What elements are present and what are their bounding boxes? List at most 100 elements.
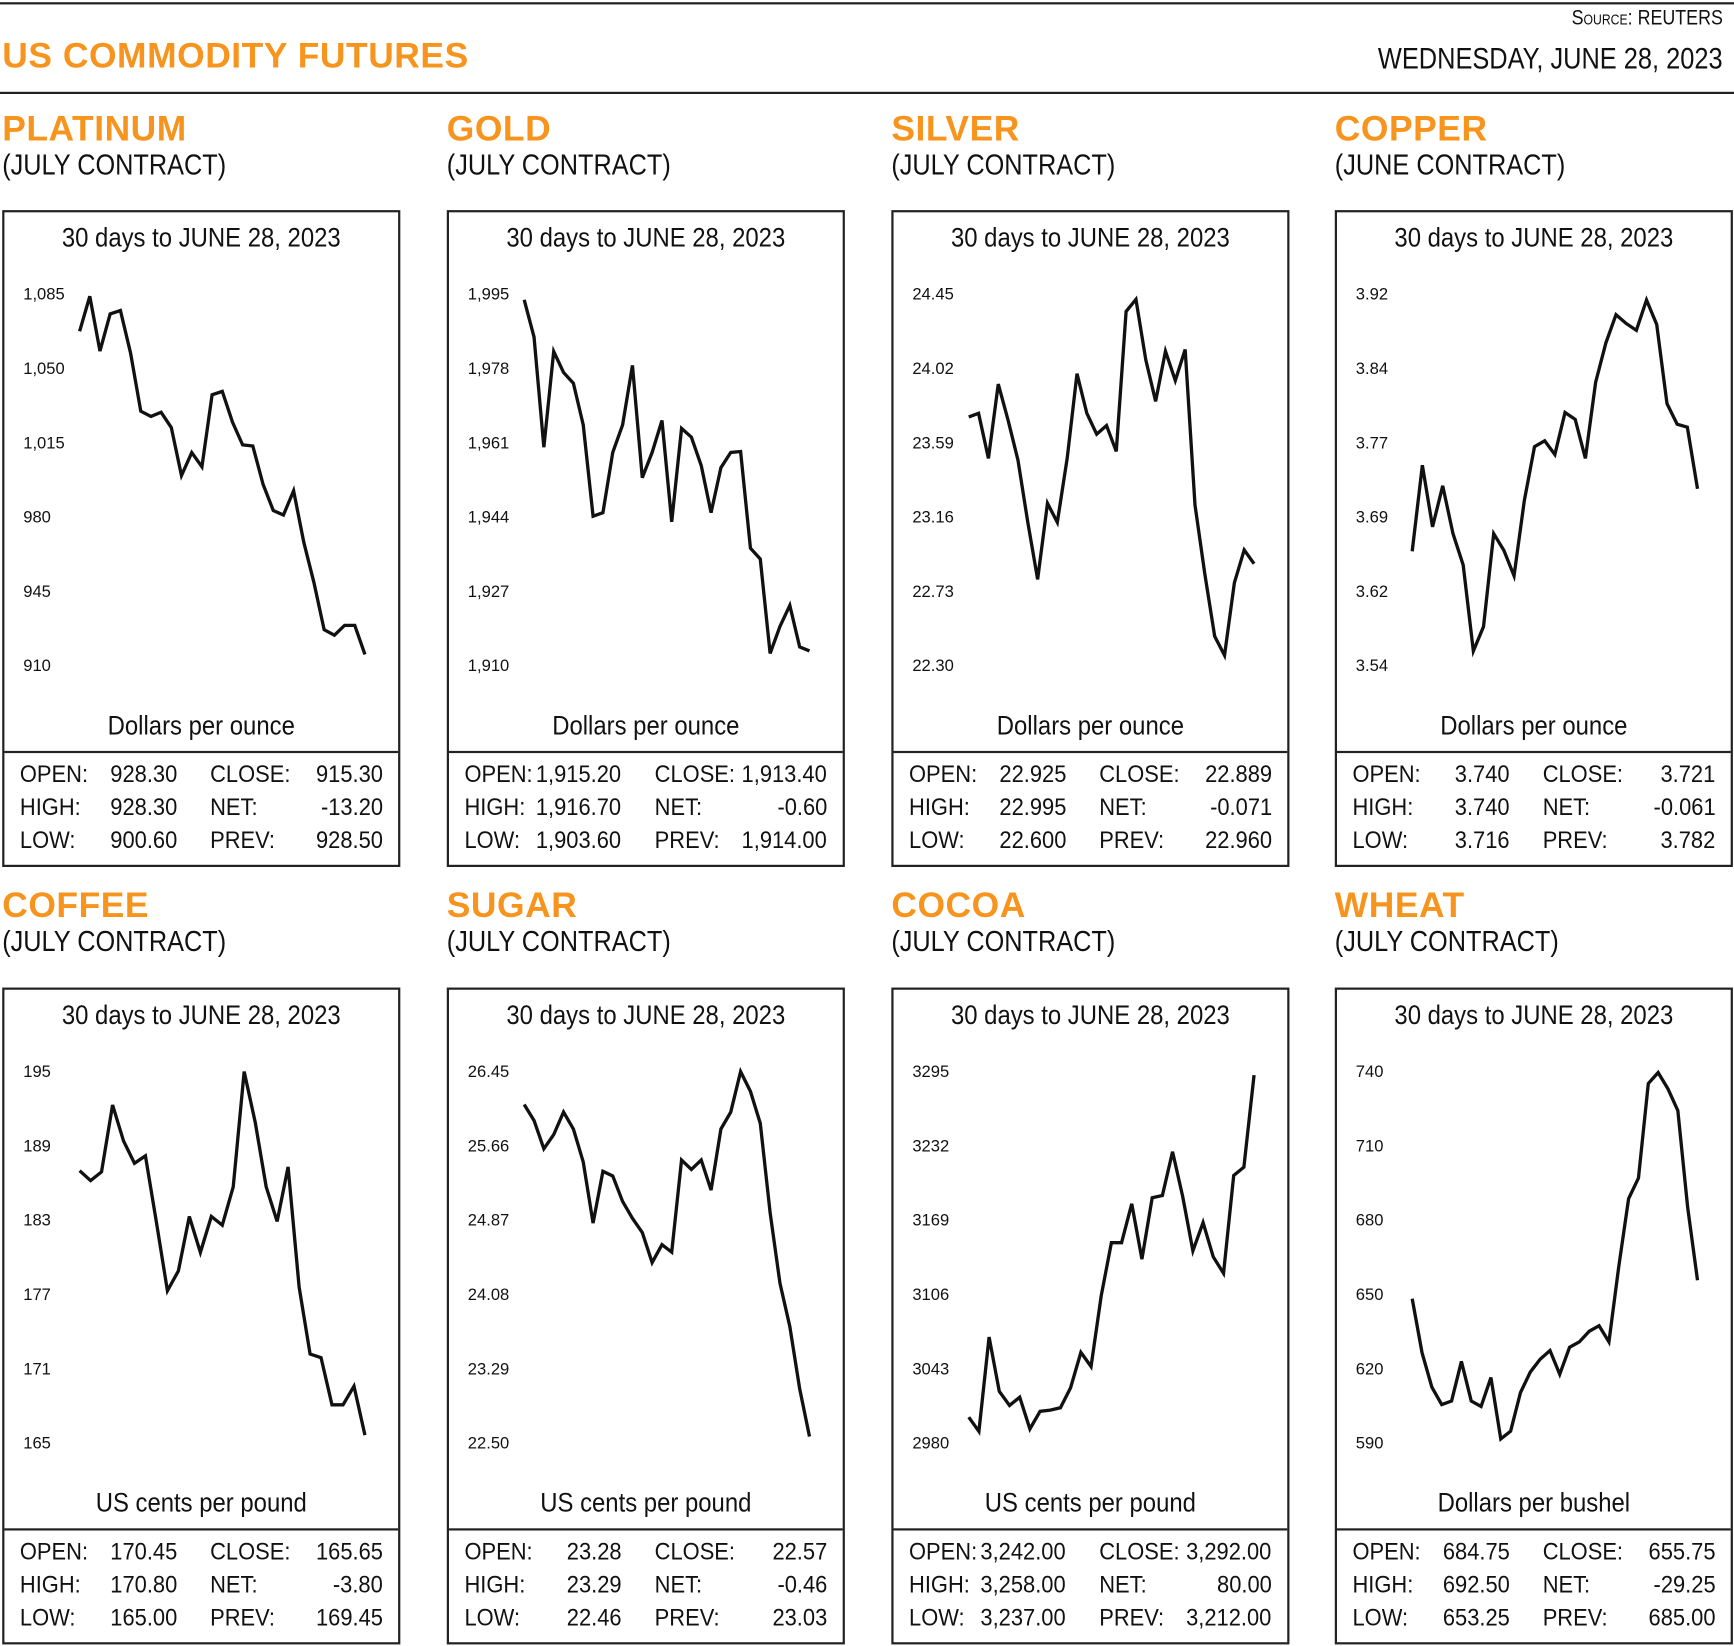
- stat-label-net: NET:: [1099, 1570, 1146, 1599]
- stat-value-open: 170.45: [110, 1537, 177, 1566]
- stat-value-open: 23.28: [567, 1537, 622, 1566]
- stat-label-open: OPEN:: [464, 760, 532, 789]
- y-tick-label: 1,050: [23, 359, 65, 378]
- y-tick-label: 1,944: [468, 508, 510, 527]
- price-series-line: [80, 1072, 365, 1435]
- stat-label-close: CLOSE:: [1099, 760, 1179, 789]
- stat-label-low: LOW:: [909, 1604, 965, 1633]
- stat-value-close: 3,292.00: [1187, 1537, 1272, 1566]
- stat-label-high: HIGH:: [909, 793, 970, 822]
- stat-value-prev: 1,914.00: [742, 826, 827, 855]
- stat-label-prev: PREV:: [655, 826, 720, 855]
- stat-value-high: 928.30: [110, 793, 177, 822]
- y-tick-label: 24.87: [468, 1211, 510, 1230]
- top-rule: [0, 2, 1734, 4]
- price-series-line: [80, 296, 365, 654]
- y-tick-label: 1,978: [468, 359, 510, 378]
- stat-label-open: OPEN:: [1352, 1537, 1420, 1566]
- y-tick-label: 177: [23, 1285, 51, 1304]
- y-tick-label: 680: [1356, 1211, 1384, 1230]
- stat-label-prev: PREV:: [1543, 1604, 1608, 1633]
- stat-label-high: HIGH:: [1352, 793, 1413, 822]
- y-tick-label: 590: [1356, 1434, 1384, 1453]
- source-credit: Source: REUTERS: [1572, 7, 1723, 31]
- y-tick-label: 3232: [912, 1136, 949, 1155]
- y-tick-label: 3.77: [1356, 433, 1388, 452]
- y-tick-label: 25.66: [468, 1136, 510, 1155]
- price-series-line: [524, 300, 809, 654]
- stat-label-high: HIGH:: [909, 1570, 970, 1599]
- stat-value-high: 3,258.00: [981, 1570, 1066, 1599]
- y-tick-label: 650: [1356, 1285, 1384, 1304]
- stat-label-low: LOW:: [1352, 826, 1408, 855]
- y-tick-label: 3.54: [1356, 656, 1388, 675]
- stat-label-high: HIGH:: [464, 1570, 525, 1599]
- y-tick-label: 183: [23, 1211, 51, 1230]
- stat-value-prev: 22.960: [1205, 826, 1272, 855]
- stat-value-open: 3,242.00: [981, 1537, 1066, 1566]
- stat-value-prev: 928.50: [316, 826, 383, 855]
- stat-label-net: NET:: [1543, 1570, 1590, 1599]
- cocoa-contract: (JULY CONTRACT): [891, 925, 1115, 959]
- price-series-line: [969, 299, 1254, 655]
- y-tick-label: 171: [23, 1359, 51, 1378]
- wheat-contract: (JULY CONTRACT): [1335, 925, 1559, 959]
- stat-value-low: 165.00: [110, 1604, 177, 1633]
- stat-label-open: OPEN:: [464, 1537, 532, 1566]
- wheat-title: WHEAT: [1335, 885, 1465, 926]
- gold-contract: (JULY CONTRACT): [447, 148, 671, 182]
- stat-label-high: HIGH:: [1352, 1570, 1413, 1599]
- stat-label-close: CLOSE:: [655, 1537, 735, 1566]
- stat-value-close: 165.65: [316, 1537, 383, 1566]
- y-tick-label: 1,910: [468, 656, 510, 675]
- sugar-title: SUGAR: [447, 885, 578, 926]
- stat-label-prev: PREV:: [1099, 1604, 1164, 1633]
- page-date: WEDNESDAY, JUNE 28, 2023: [1378, 42, 1723, 76]
- stat-label-net: NET:: [210, 1570, 257, 1599]
- stat-value-close: 915.30: [316, 760, 383, 789]
- y-tick-label: 22.30: [912, 656, 954, 675]
- stat-label-prev: PREV:: [210, 1604, 275, 1633]
- stat-label-open: OPEN:: [20, 1537, 88, 1566]
- y-tick-label: 22.73: [912, 582, 954, 601]
- stat-label-high: HIGH:: [464, 793, 525, 822]
- y-tick-label: 24.08: [468, 1285, 510, 1304]
- stat-value-low: 900.60: [110, 826, 177, 855]
- stat-label-low: LOW:: [20, 1604, 76, 1633]
- stat-value-high: 1,916.70: [536, 793, 621, 822]
- y-tick-label: 3.92: [1356, 285, 1388, 304]
- stat-label-prev: PREV:: [1099, 826, 1164, 855]
- y-tick-label: 2980: [912, 1434, 949, 1453]
- y-tick-label: 3295: [912, 1062, 949, 1081]
- stat-label-low: LOW:: [20, 826, 76, 855]
- y-tick-label: 189: [23, 1136, 51, 1155]
- stat-value-net: -0.071: [1210, 793, 1272, 822]
- stat-label-net: NET:: [210, 793, 257, 822]
- y-tick-label: 1,927: [468, 582, 510, 601]
- stat-value-low: 3.716: [1455, 826, 1510, 855]
- y-tick-label: 165: [23, 1434, 51, 1453]
- stat-value-low: 3,237.00: [981, 1604, 1066, 1633]
- stat-label-open: OPEN:: [1352, 760, 1420, 789]
- stat-label-low: LOW:: [1352, 1604, 1408, 1633]
- stat-label-low: LOW:: [464, 1604, 520, 1633]
- stat-value-high: 3.740: [1455, 793, 1510, 822]
- stat-label-open: OPEN:: [909, 760, 977, 789]
